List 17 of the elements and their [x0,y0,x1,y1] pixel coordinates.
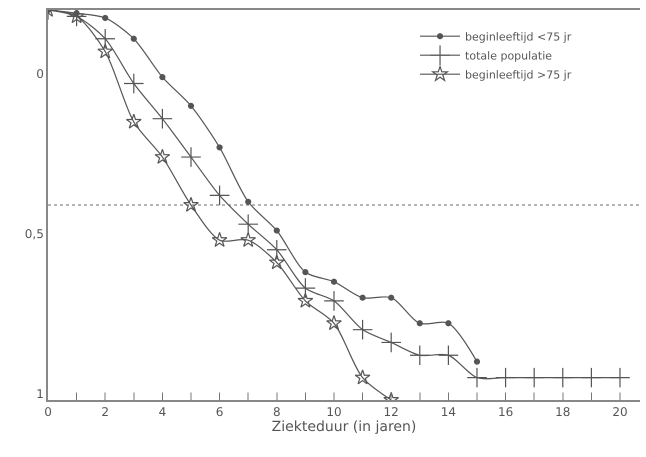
x-tick-label: 20 [612,405,628,420]
legend-label: beginleeftijd >75 jr [465,68,572,82]
y-tick-label: 0,5 [24,226,44,241]
legend-label: totale populatie [465,49,552,62]
x-tick-label: 12 [384,405,399,420]
x-tick-label: 16 [498,405,514,420]
x-tick-label: 4 [158,405,166,420]
x-tick-label: 18 [555,405,570,420]
y-tick-label: 0 [36,67,44,82]
x-tick-label: 8 [272,405,281,420]
x-tick-label: 2 [101,405,110,420]
x-tick-label: 10 [326,405,342,420]
legend-label: beginleeftijd <75 jr [465,30,572,44]
x-tick-label: 6 [216,405,224,420]
x-tick-label: 14 [440,405,456,420]
x-axis-title: Ziekteduur (in jaren) [272,419,416,436]
y-tick-label: 1 [36,386,44,401]
